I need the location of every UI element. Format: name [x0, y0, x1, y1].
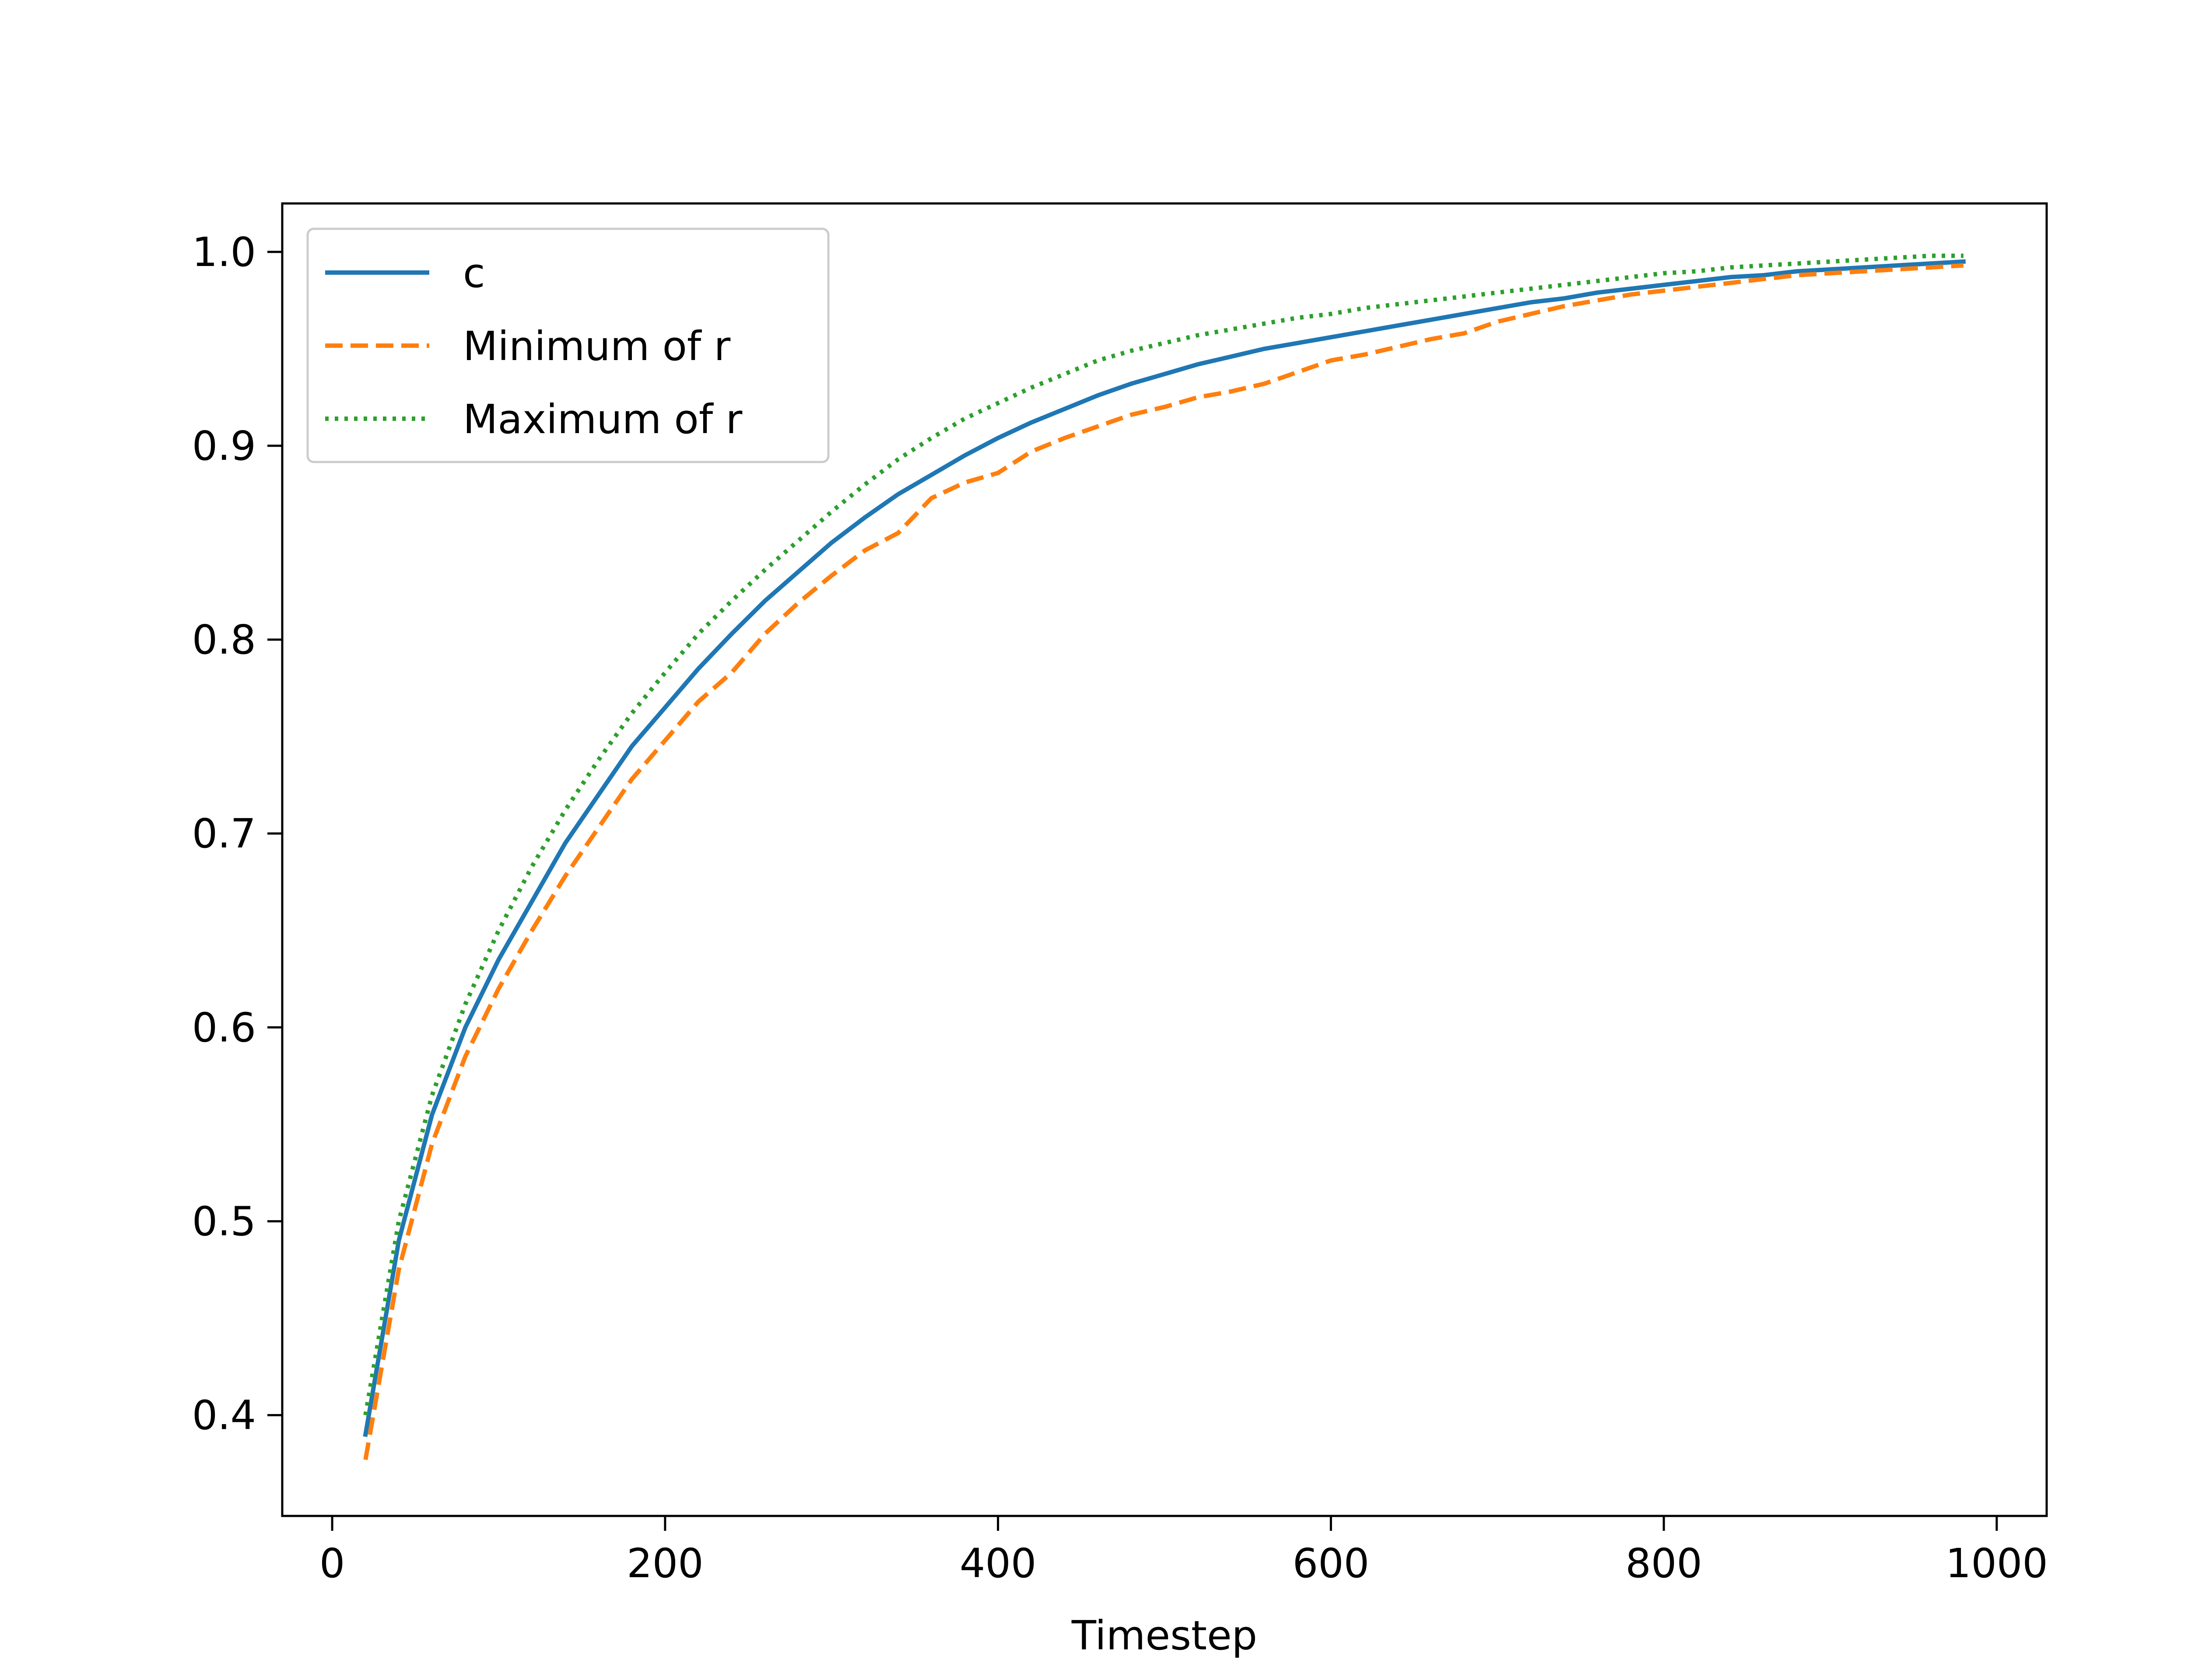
y-tick-label: 1.0 [192, 229, 256, 276]
x-tick-label: 600 [1293, 1540, 1370, 1587]
y-tick-label: 0.7 [192, 810, 256, 857]
x-axis-label: Timestep [1071, 1612, 1257, 1659]
legend-box [306, 228, 830, 463]
x-tick-label: 800 [1625, 1540, 1702, 1587]
y-tick-label: 0.9 [192, 423, 256, 469]
x-tick-label: 400 [960, 1540, 1037, 1587]
x-axis: 0 200 400 600 800 1000 [319, 1516, 2048, 1587]
y-tick-label: 0.5 [192, 1198, 256, 1245]
legend: c Minimum of r Maximum of r [306, 228, 830, 463]
x-tick-label: 1000 [1946, 1540, 2048, 1587]
y-tick-label: 0.6 [192, 1004, 256, 1051]
legend-label-2: Minimum of r [463, 323, 731, 370]
legend-label-1: c [463, 250, 485, 297]
legend-label-3: Maximum of r [463, 396, 742, 443]
x-tick-label: 0 [319, 1540, 345, 1587]
y-tick-label: 0.8 [192, 616, 256, 663]
series-line-1 [363, 259, 1966, 1437]
y-tick-label: 0.4 [192, 1392, 256, 1439]
x-tick-label: 200 [627, 1540, 704, 1587]
y-axis: 0.4 0.5 0.6 0.7 0.8 0.9 1.0 [192, 229, 282, 1439]
axes-frame [281, 202, 2048, 1517]
plot-area [363, 253, 1966, 1460]
series-line-2 [363, 263, 1964, 1460]
